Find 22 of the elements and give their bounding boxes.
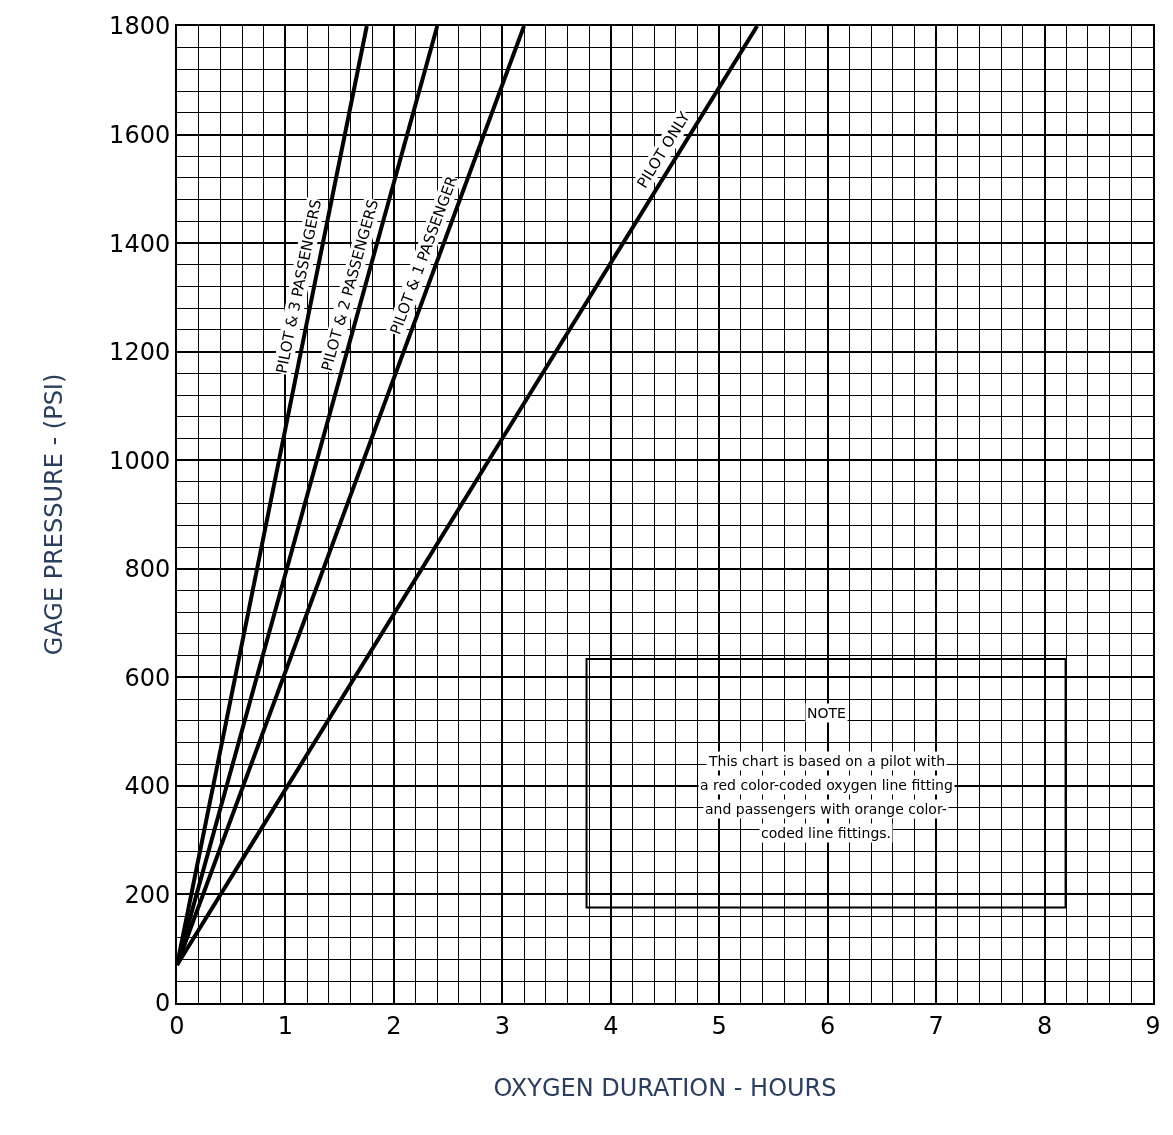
x-tick-label: 1 [277, 1011, 294, 1040]
x-tick-label: 4 [603, 1011, 619, 1040]
x-tick-label: 8 [1036, 1011, 1053, 1040]
x-tick-label: 7 [928, 1011, 944, 1040]
text: NOTE This chart is based on a pilot with a red color-coded oxygen line fitting and passengers with orange color- coded line fittings. [700, 705, 953, 841]
y-tick-label: 400 [124, 772, 171, 801]
y-axis-title: GAGE PRESSURE - (PSI) [39, 373, 68, 656]
x-tick-label: 2 [386, 1011, 402, 1040]
x-tick-label: 6 [820, 1011, 836, 1040]
x-tick-label: 5 [711, 1011, 727, 1040]
y-tick-label: 600 [124, 663, 171, 692]
y-tick-label: 1200 [109, 338, 171, 367]
y-tick-label: 1800 [109, 12, 171, 41]
y-tick-label: 1400 [109, 229, 171, 258]
y-tick-label: 1600 [109, 120, 171, 149]
x-tick-label: 3 [494, 1011, 510, 1040]
y-tick-label: 1000 [109, 446, 171, 475]
x-tick-label: 9 [1145, 1011, 1161, 1040]
x-axis-title: OXYGEN DURATION - HOURS [493, 1073, 837, 1102]
y-tick-label: 800 [124, 555, 171, 584]
y-tick-label: 0 [154, 989, 171, 1018]
y-tick-label: 200 [124, 880, 171, 909]
